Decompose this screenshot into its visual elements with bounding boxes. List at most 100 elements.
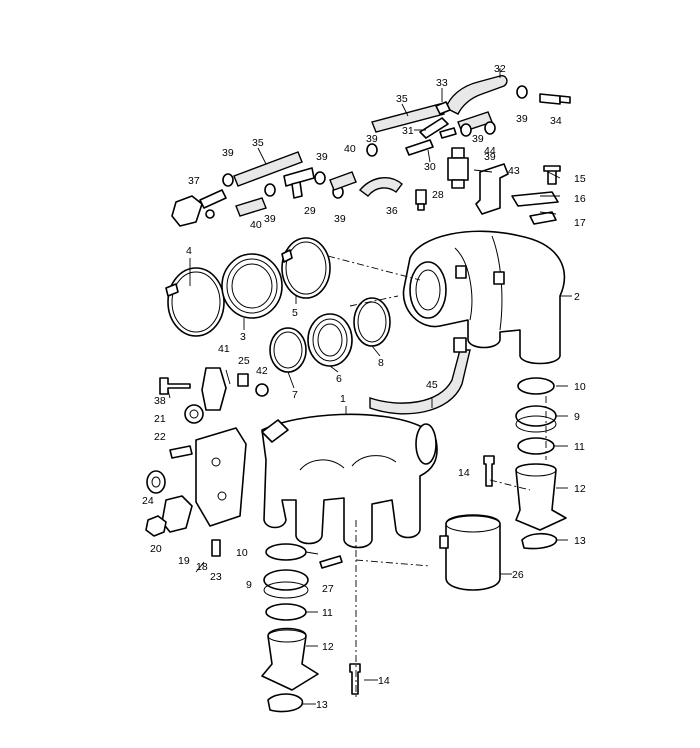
- bracket-group-16-17: [511, 165, 561, 225]
- callout-10: 10: [574, 381, 586, 393]
- hose-40: [235, 171, 357, 217]
- grommet-42: [255, 383, 269, 397]
- callout-5: 5: [292, 307, 298, 319]
- callout-6: 6: [336, 373, 342, 385]
- callout-43: 43: [508, 165, 520, 177]
- callout-39: 39: [516, 113, 528, 125]
- callout-2: 2: [574, 291, 580, 303]
- clamp-7: [269, 327, 307, 373]
- bellows-9-lower: [263, 569, 309, 599]
- callout-30: 30: [424, 161, 436, 173]
- callout-33: 33: [436, 77, 448, 89]
- spacer-25: [237, 373, 249, 387]
- pin-22: [169, 445, 193, 459]
- callout-13: 13: [316, 699, 328, 711]
- callout-34: 34: [550, 115, 562, 127]
- bracket-43: [475, 163, 509, 215]
- clamp-8: [353, 297, 391, 347]
- air-box-2: [402, 230, 566, 365]
- clamp-11-right: [517, 437, 555, 455]
- clamp-5: [281, 237, 331, 299]
- callout-35: 35: [396, 93, 408, 105]
- callout-21: 21: [154, 413, 166, 425]
- gasket-13-lower: [267, 693, 304, 713]
- callout-9: 9: [246, 579, 252, 591]
- alignment-lines: [327, 255, 547, 700]
- callout-15: 15: [574, 173, 586, 185]
- callout-16: 16: [574, 193, 586, 205]
- bolt-23: [211, 539, 221, 557]
- callout-40: 40: [250, 219, 262, 231]
- screw-27: [319, 555, 343, 569]
- callout-9: 9: [574, 411, 580, 423]
- callout-20: 20: [150, 543, 162, 555]
- callout-38: 38: [154, 395, 166, 407]
- callout-31: 31: [402, 125, 414, 137]
- callout-39: 39: [316, 151, 328, 163]
- connector-34: [539, 93, 571, 105]
- callout-7: 7: [292, 389, 298, 401]
- gasket-13-right: [521, 532, 558, 550]
- callout-39: 39: [472, 133, 484, 145]
- bracket-41: [201, 367, 227, 411]
- clamp-10-lower: [265, 543, 307, 561]
- hose-32: [445, 74, 508, 115]
- callout-39: 39: [264, 213, 276, 225]
- callout-8: 8: [378, 357, 384, 369]
- t-piece-29: [283, 167, 315, 199]
- callout-27: 27: [322, 583, 334, 595]
- callout-45: 45: [426, 379, 438, 391]
- throttle-body-12-right: [515, 463, 567, 531]
- callout-12: 12: [322, 641, 334, 653]
- callout-29: 29: [304, 205, 316, 217]
- bolt-14-lower: [349, 663, 361, 695]
- clamp-11-lower: [265, 603, 307, 621]
- callout-35: 35: [252, 137, 264, 149]
- callout-25: 25: [238, 355, 250, 367]
- sensor-28: [415, 189, 427, 211]
- fitting-31-30: [405, 117, 457, 156]
- filter-canister-26: [439, 514, 501, 591]
- hose-36: [358, 177, 403, 197]
- callout-37: 37: [188, 175, 200, 187]
- callout-26: 26: [512, 569, 524, 581]
- bracket-18: [195, 427, 247, 527]
- callout-28: 28: [432, 189, 444, 201]
- callout-44: 44: [484, 145, 496, 157]
- callout-23: 23: [210, 571, 222, 583]
- callout-24: 24: [142, 495, 154, 507]
- callout-labels: 32 33 35 35 39 39 39 39 39 39 39 39 34 3…: [142, 63, 586, 711]
- callout-36: 36: [386, 205, 398, 217]
- hose-45: [369, 337, 471, 415]
- callout-39: 39: [334, 213, 346, 225]
- callout-13: 13: [574, 535, 586, 547]
- clamp-4: [165, 267, 225, 337]
- throttle-body-12-lower: [261, 627, 319, 691]
- callout-42: 42: [256, 365, 268, 377]
- callout-40: 40: [344, 143, 356, 155]
- callout-18: 18: [196, 561, 208, 573]
- callout-11: 11: [322, 607, 333, 619]
- callout-14: 14: [458, 467, 470, 479]
- callout-22: 22: [154, 431, 166, 443]
- callout-12: 12: [574, 483, 586, 495]
- bolt-14-right: [483, 455, 495, 487]
- callout-32: 32: [494, 63, 506, 75]
- bellows-3: [221, 253, 283, 319]
- bellows-9-right: [515, 405, 557, 433]
- callout-17: 17: [574, 217, 586, 229]
- callout-11: 11: [574, 441, 585, 453]
- callout-10: 10: [236, 547, 248, 559]
- callout-39: 39: [222, 147, 234, 159]
- grommet-24: [146, 470, 166, 494]
- nut-20: [145, 515, 167, 537]
- callout-39: 39: [484, 151, 496, 163]
- grommet-21: [184, 404, 204, 424]
- callout-41: 41: [218, 343, 230, 355]
- bolt-38: [159, 377, 191, 395]
- callout-14: 14: [378, 675, 390, 687]
- gasket-19: [161, 495, 193, 533]
- valve-37: [171, 189, 227, 227]
